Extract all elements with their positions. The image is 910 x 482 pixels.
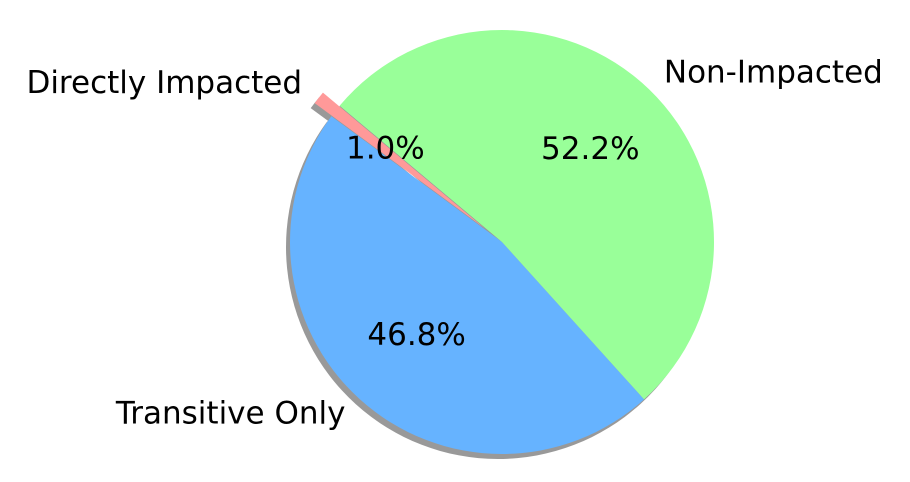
value-label: 52.2% [541,131,639,167]
category-label: Directly Impacted [26,65,302,101]
wedge [314,92,486,229]
category-label: Non-Impacted [664,55,883,91]
wedge [339,30,714,400]
value-label: 46.8% [367,317,465,353]
value-label: 1.0% [346,131,425,167]
category-label: Transitive Only [115,395,346,431]
wedge [289,116,645,455]
